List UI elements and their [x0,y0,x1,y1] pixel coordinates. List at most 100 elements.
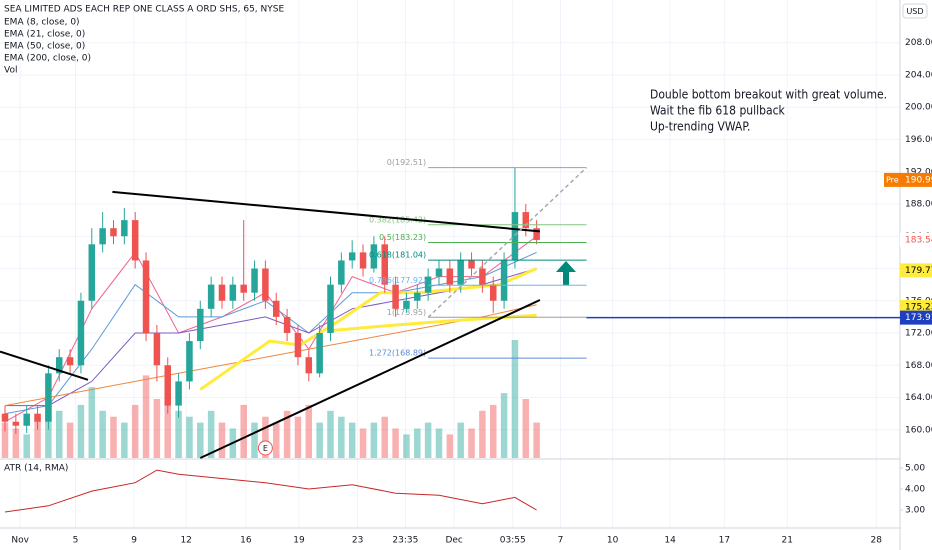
volume-bar [305,404,313,458]
candle-body [110,228,117,237]
volume-bar [142,375,150,458]
atr-legend: ATR (14, RMA) [4,464,68,474]
trendline [427,167,588,318]
x-tick-label: 23 [352,536,363,546]
y-tick-label: 160.00 [905,425,932,435]
price-label: 175.23 [905,302,932,312]
candle-body [218,284,226,301]
volume-bar [403,434,410,458]
volume-bar [186,416,193,458]
fib-label: 1(173.95) [387,308,426,317]
y-tick-label: 204.00 [905,70,932,80]
candle-body [121,220,128,237]
volume-bar [446,434,454,458]
volume-bar [479,410,486,458]
indicator-line [199,267,538,391]
legend-entry: EMA (200, close, 0) [4,54,91,64]
volume-bar [262,416,269,458]
annotation: Up-trending VWAP. [650,120,750,134]
trendline [0,350,89,381]
x-tick-label: 12 [180,536,191,546]
atr-tick-label: 5.00 [905,463,925,473]
candle-body [435,268,443,277]
x-tick-label: 03:55 [500,536,526,546]
volume-bar [55,410,63,458]
candle-body [446,268,454,285]
fib-label: 0.786(177.92) [369,276,426,285]
x-tick-label: 5 [73,536,79,546]
volume-bar [414,428,421,458]
volume-bar [316,422,323,458]
candle-body [283,316,291,334]
atr-tick-label: 4.00 [905,484,925,494]
price-label-tag: Pre [886,175,899,184]
candle-body [294,333,302,358]
volume-bar [522,399,530,458]
y-tick-label: 188.00 [905,200,932,210]
currency-box[interactable] [902,3,928,19]
candle-body [142,260,150,334]
x-tick-label: 21 [782,536,793,546]
candle-body [77,300,85,366]
volume-bar [153,399,161,458]
candle-body [511,212,519,261]
x-tick-label: 16 [240,536,252,546]
candle-body [414,292,421,301]
x-tick-label: 17 [719,536,730,546]
earnings-label: E [263,444,268,453]
volume-bar [381,416,388,458]
candle-body [88,244,96,301]
candle-body [197,308,204,342]
fib-label: 0.618(181.04) [369,251,426,260]
candle-body [240,284,247,293]
volume-bar [23,434,30,458]
volume-bar [240,404,247,458]
candle-body [45,373,52,422]
volume-bar [175,410,182,458]
candle-body [131,220,139,261]
volume-bar [77,404,85,458]
x-tick-label: 23:35 [392,536,418,546]
overlay: 0(192.51) 0.382(185.42) 0.5(183.23) 0.618(1… [0,158,932,459]
candle-body [316,333,323,374]
volume-bar [338,416,345,458]
price-label: 190.99 [905,175,932,185]
candle-body [34,413,41,422]
candle-body [1,413,9,422]
volume-bar [489,404,497,458]
volume-bar [88,387,96,458]
candle-body [229,284,237,301]
y-tick-label: 208.00 [905,38,932,48]
candle-body [186,341,193,382]
candle-body [370,244,378,269]
earnings-marker [257,440,273,456]
legend-entry: EMA (8, close, 0) [4,18,80,28]
volume-bar [424,422,432,458]
volume-bar [370,422,378,458]
y-tick-label: 192.00 [905,167,932,177]
candle-body [457,260,464,285]
candle-body [66,357,74,366]
y-tick-label: 196.00 [905,135,932,145]
trendline [112,190,540,233]
legend-entry: EMA (50, close, 0) [4,42,85,52]
fib-label: 0(192.51) [387,158,426,167]
candle-body [424,276,432,293]
indicator-line [4,304,537,407]
volume-bar [66,422,74,458]
fib-label: 1.272(168.89) [369,349,426,358]
trendline [199,299,541,459]
volume-bar [435,428,443,458]
currency[interactable]: USD [906,7,923,16]
candle-body [348,252,356,261]
chart-title: SEA LIMITED ADS EACH REP ONE CLASS A ORD… [4,5,284,15]
price-label: 179.77 [905,266,932,276]
volume-bar [272,422,280,458]
price-label-box [884,172,932,187]
volume-bar [218,422,226,458]
candle-body [522,212,530,229]
candle-body [359,252,367,269]
candle-body [327,284,334,334]
